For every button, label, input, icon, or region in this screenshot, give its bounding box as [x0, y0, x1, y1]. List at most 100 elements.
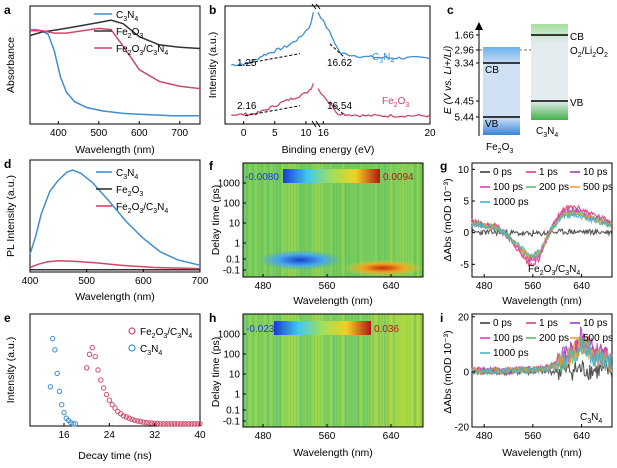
heatmap-stripe	[309, 314, 311, 427]
f-absorption-feature	[343, 260, 423, 276]
legend-label: 100 ps	[493, 333, 523, 344]
e-point-0-18	[135, 418, 141, 424]
heatmap-stripe	[384, 163, 386, 277]
heatmap-stripe	[384, 314, 386, 427]
heatmap-stripe	[300, 314, 302, 427]
x-tick-label: 500	[78, 276, 95, 287]
e-point-0-2	[89, 344, 96, 351]
heatmap-stripe	[258, 314, 260, 427]
heatmap-stripe	[306, 163, 308, 277]
heatmap-stripe	[345, 314, 347, 427]
heatmap-stripe	[405, 314, 407, 427]
x-tick-label: 700	[192, 276, 209, 287]
e-point-0-10	[112, 405, 118, 411]
x-tick-label: 10	[300, 128, 312, 139]
svg-text:g: g	[440, 159, 447, 173]
b-xlabel: Binding energy (eV)	[282, 144, 375, 156]
e-point-1-0	[47, 384, 54, 390]
heatmap-stripe	[267, 314, 269, 427]
panel-i: i 480 560 640 -20 0 20 0 ps 1 ps 10 ps 100 ps 20…	[440, 311, 613, 459]
x-tick-label: 640	[383, 431, 400, 442]
heatmap-stripe	[324, 163, 326, 277]
y-tick-label: 4.45	[455, 97, 475, 108]
x-tick-label: 480	[255, 281, 272, 292]
a-legend-c3n4: C3N4	[116, 10, 138, 23]
heatmap-stripe	[354, 314, 356, 427]
heatmap-stripe	[351, 163, 353, 277]
x-tick-label: 480	[476, 281, 493, 292]
heatmap-stripe	[297, 314, 299, 427]
e-point-1-10	[70, 421, 76, 427]
e-point-0-35	[183, 421, 189, 427]
a-ylabel: Absorbance	[5, 37, 17, 93]
heatmap-stripe	[243, 314, 245, 427]
legend-label: 1 ps	[539, 167, 558, 178]
d-legend-fe2o3: Fe2O3	[116, 185, 143, 198]
heatmap-stripe	[297, 163, 299, 277]
panel-e: e 16 24 32 40 Intensity (a.u.) Decay time (…	[4, 311, 206, 462]
svg-text:b: b	[209, 3, 216, 17]
heatmap-stripe	[405, 163, 407, 277]
heatmap-stripe	[330, 163, 332, 277]
e-point-0-31	[171, 421, 178, 427]
heatmap-stripe	[378, 163, 380, 277]
heatmap-stripe	[261, 163, 263, 277]
y-tick-label: 1000	[218, 179, 241, 190]
i-xlabel: Wavelength (nm)	[502, 447, 582, 459]
y-tick-label: 3.34	[455, 59, 475, 70]
heatmap-stripe	[318, 314, 320, 427]
svg-text:c: c	[447, 3, 454, 17]
heatmap-stripe	[303, 314, 305, 427]
heatmap-stripe	[303, 163, 305, 277]
f-bleach-feature	[258, 250, 342, 270]
heatmap-stripe	[393, 314, 395, 427]
a-series-2-line	[30, 27, 201, 90]
e-point-0-3	[92, 353, 98, 360]
heatmap-stripe	[339, 163, 341, 277]
b-annot-2: 16.62	[327, 58, 352, 69]
heatmap-stripe	[387, 314, 389, 427]
heatmap-stripe	[387, 163, 389, 277]
heatmap-stripe	[291, 314, 293, 427]
heatmap-stripe	[264, 163, 266, 277]
e-point-0-26	[157, 421, 164, 427]
heatmap-stripe	[267, 163, 269, 277]
e-point-0-23	[149, 420, 155, 426]
heatmap-stripe	[342, 163, 344, 277]
y-tick-label: 1000	[218, 330, 241, 341]
a-xlabel: Wavelength (nm)	[75, 144, 155, 156]
x-tick-label: 560	[525, 431, 542, 442]
b-label-c3n4: C3N4	[372, 52, 394, 65]
e-point-0-34	[180, 421, 186, 427]
g-sample-label: Fe2O3/C3N4	[528, 264, 580, 277]
x-tick-label: 24	[104, 430, 116, 441]
fe2o3-cb-label: CB	[485, 65, 499, 76]
e-point-0-38	[191, 421, 198, 427]
heatmap-stripe	[252, 314, 254, 427]
heatmap-stripe	[294, 163, 296, 277]
x-tick-label: 40	[194, 430, 206, 441]
spectrum-1000-ps	[471, 338, 613, 376]
reference-label: O2/Li2O2	[570, 46, 608, 59]
b-series-1-part-1	[317, 88, 431, 118]
panel-b: b 0 5 10 16 20 1.25 16.62 2.16 16.54 C3N4 Fe…	[207, 3, 436, 156]
x-tick-label: 20	[424, 128, 436, 139]
heatmap-stripe	[312, 163, 314, 277]
h-cbar-max: 0.036	[374, 324, 399, 335]
y-tick-label: 5	[463, 197, 469, 208]
d-series-0-line	[29, 169, 201, 267]
heatmap-stripe	[408, 314, 410, 427]
y-tick-label: 5.44	[455, 113, 475, 124]
x-tick-label: 640	[573, 281, 590, 292]
e-point-0-6	[101, 385, 107, 391]
heatmap-stripe	[366, 163, 368, 277]
x-tick-label: 0	[241, 128, 247, 139]
c3n4-band	[531, 24, 568, 120]
heatmap-stripe	[300, 163, 302, 277]
heatmap-stripe	[411, 163, 413, 277]
heatmap-stripe	[348, 314, 350, 427]
f-cbar-min: -0.0080	[245, 172, 279, 183]
heatmap-stripe	[360, 314, 362, 427]
legend-label: 1000 ps	[493, 348, 529, 359]
heatmap-stripe	[411, 314, 413, 427]
